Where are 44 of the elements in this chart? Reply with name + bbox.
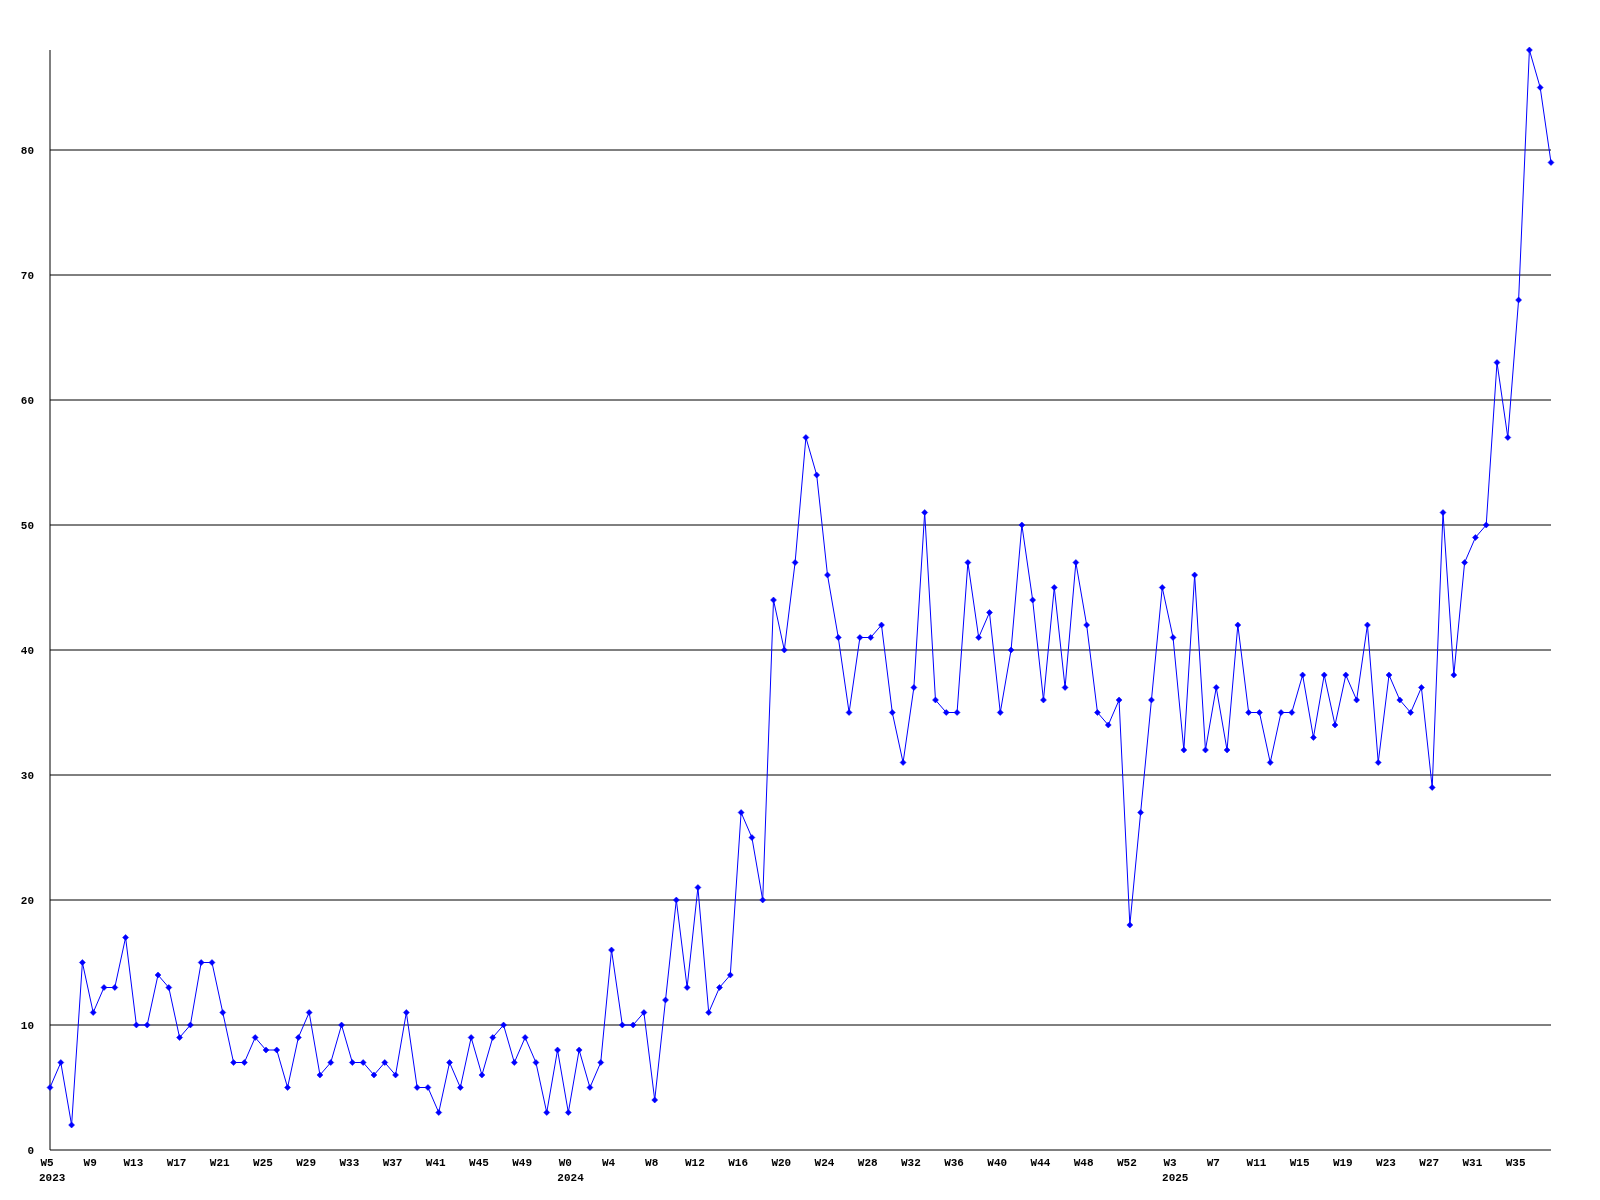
- y-tick-label: 80: [20, 145, 34, 157]
- x-tick-label: W41: [425, 1157, 447, 1169]
- x-tick-label: W0 2024: [557, 1157, 585, 1184]
- x-tick-label: W31: [1462, 1157, 1483, 1169]
- x-tick-label: W37: [382, 1157, 403, 1169]
- x-tick-label: W40: [987, 1157, 1008, 1169]
- x-tick-label: W28: [857, 1157, 878, 1169]
- x-tick-label: W24: [814, 1157, 835, 1169]
- x-tick-label: W20: [771, 1157, 792, 1169]
- x-tick-label: W12: [685, 1157, 705, 1169]
- x-tick-label: W3 2025: [1162, 1157, 1189, 1184]
- x-tick-label: W9: [83, 1157, 97, 1169]
- x-tick-label: W49: [512, 1157, 533, 1169]
- x-tick-label: W23: [1376, 1157, 1397, 1169]
- x-tick-label: W48: [1073, 1157, 1094, 1169]
- x-tick-label: W25: [253, 1157, 274, 1169]
- x-tick-label: W27: [1419, 1157, 1440, 1169]
- y-tick-label: 70: [20, 270, 34, 282]
- x-tick-label: W16: [728, 1157, 749, 1169]
- x-tick-label: W29: [296, 1157, 317, 1169]
- x-tick-label: W5 2023: [39, 1157, 66, 1184]
- x-tick-label: W8: [645, 1157, 659, 1169]
- x-tick-label: W35: [1505, 1157, 1526, 1169]
- y-tick-label: 60: [20, 395, 34, 407]
- x-tick-label: W33: [339, 1157, 360, 1169]
- y-tick-label: 50: [20, 520, 34, 532]
- y-tick-label: 0: [27, 1145, 34, 1157]
- y-tick-label: 40: [20, 645, 34, 657]
- x-tick-label: W7: [1206, 1157, 1220, 1169]
- x-tick-label: W52: [1116, 1157, 1137, 1169]
- x-tick-label: W13: [123, 1157, 144, 1169]
- x-tick-label: W11: [1246, 1157, 1267, 1169]
- y-tick-label: 30: [20, 770, 34, 782]
- x-tick-label: W4: [601, 1157, 616, 1169]
- x-tick-label: W45: [469, 1157, 490, 1169]
- x-tick-label: W32: [900, 1157, 921, 1169]
- x-tick-label: W17: [166, 1157, 187, 1169]
- x-tick-label: W15: [1289, 1157, 1310, 1169]
- y-tick-label: 20: [20, 895, 34, 907]
- x-tick-label: W36: [944, 1157, 964, 1169]
- x-tick-label: W44: [1030, 1157, 1051, 1169]
- x-tick-label: W21: [209, 1157, 231, 1169]
- y-tick-label: 10: [20, 1020, 34, 1032]
- x-tick-label: W19: [1332, 1157, 1353, 1169]
